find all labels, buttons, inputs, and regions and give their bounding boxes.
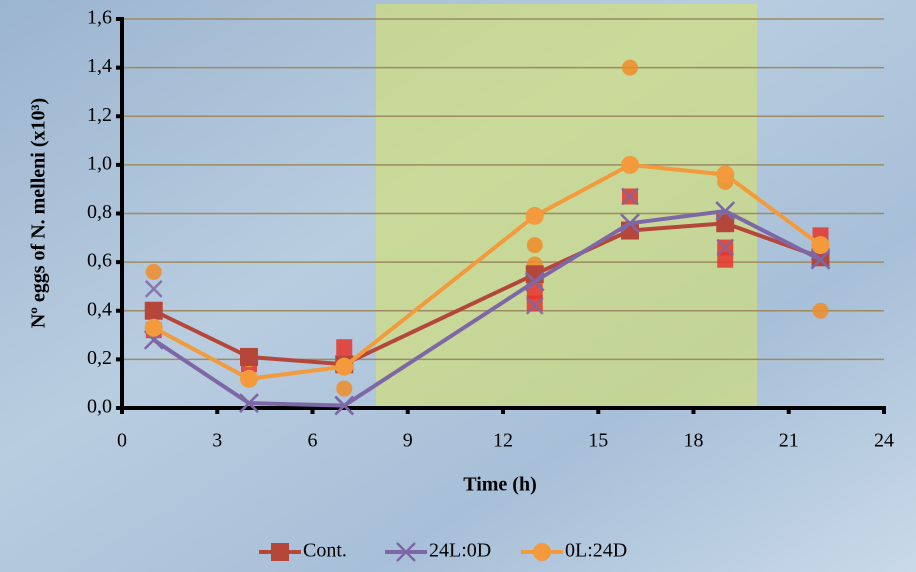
marker-circle xyxy=(533,543,551,561)
marker-circle xyxy=(526,207,544,225)
marker-square xyxy=(271,543,289,561)
x-tick-label: 6 xyxy=(308,430,318,452)
y-tick-label: 1,0 xyxy=(87,152,112,174)
marker-square xyxy=(336,339,352,355)
x-tick-label: 3 xyxy=(212,430,222,452)
y-tick-label: 0,8 xyxy=(87,201,112,223)
marker-circle xyxy=(335,358,353,376)
x-tick-label: 9 xyxy=(403,430,413,452)
y-tick-label: 0,6 xyxy=(87,250,112,272)
y-axis-label: Nº eggs of N. melleni (x10³) xyxy=(28,98,50,328)
marker-circle xyxy=(812,236,830,254)
x-tick-label: 12 xyxy=(493,430,513,452)
x-tick-label: 15 xyxy=(588,430,608,452)
marker-circle xyxy=(527,237,543,253)
y-tick-label: 1,4 xyxy=(87,55,112,77)
legend-label: Cont. xyxy=(303,540,347,562)
marker-circle xyxy=(146,264,162,280)
marker-square xyxy=(240,348,258,366)
marker-square xyxy=(145,302,163,320)
legend-label: 0L:24D xyxy=(565,540,627,562)
marker-square xyxy=(527,295,543,311)
marker-circle xyxy=(813,303,829,319)
marker-circle xyxy=(240,370,258,388)
y-tick-label: 0,4 xyxy=(87,298,112,320)
x-tick-label: 21 xyxy=(779,430,799,452)
x-tick-label: 18 xyxy=(684,430,704,452)
y-tick-label: 1,2 xyxy=(87,104,112,126)
marker-circle xyxy=(621,156,639,174)
legend-label: 24L:0D xyxy=(429,540,491,562)
x-tick-label: 24 xyxy=(874,430,894,452)
chart: 0,0 0,2 0,4 0,6 0,8 1,0 1,2 1,4 1,6 0 3 6 9 12 15 18 21 2… xyxy=(0,0,916,572)
y-tick-label: 0,2 xyxy=(87,347,112,369)
y-tick-label: 0,0 xyxy=(87,396,112,418)
y-tick-label: 1,6 xyxy=(87,7,112,29)
x-axis-label: Time (h) xyxy=(463,474,537,496)
marker-circle xyxy=(622,60,638,76)
marker-circle xyxy=(716,166,734,184)
marker-circle xyxy=(145,319,163,337)
x-tick-label: 0 xyxy=(117,430,127,452)
marker-circle xyxy=(336,381,352,397)
